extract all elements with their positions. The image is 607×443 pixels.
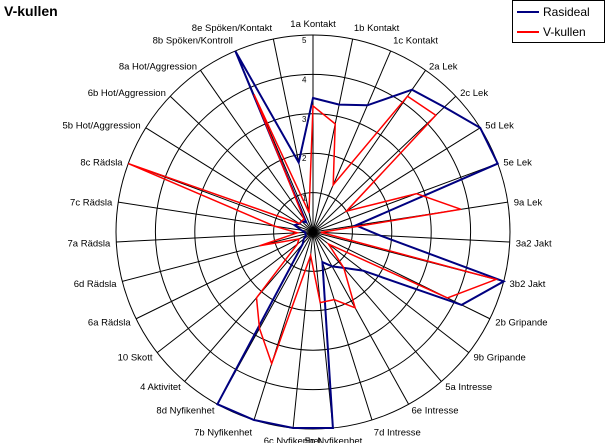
grid-spoke: [292, 231, 314, 429]
category-label: 7b Nyfikenhet: [194, 428, 252, 439]
series-line-2: [128, 94, 499, 366]
grid-spoke: [116, 231, 314, 243]
category-label: 10 Skott: [118, 352, 153, 363]
category-label: 5e Lek: [503, 158, 532, 169]
category-label: 5b Hot/Aggression: [63, 121, 141, 132]
category-label: 8e Spöken/Kontakt: [192, 23, 273, 34]
ring-labels: 1 2 3 4 5: [302, 36, 307, 203]
grid-spoke: [312, 127, 481, 233]
category-label: 7a Rädsla: [68, 238, 111, 249]
category-labels: 1a Kontakt 1b Kontakt 1c Kontakt 2a Lek 2c L…: [63, 19, 552, 443]
legend-swatch-1: [517, 11, 539, 13]
category-label: 6e Intresse: [412, 406, 459, 417]
category-label: 7c Rädsla: [70, 197, 113, 208]
category-label: 1a Kontakt: [290, 19, 336, 30]
grid-spoke: [312, 231, 442, 382]
ring-label: 1: [302, 194, 307, 203]
ring-label: 3: [302, 115, 307, 124]
category-label: 3b2 Jakt: [510, 279, 546, 290]
ring-label: 5: [302, 36, 307, 45]
grid-spoke: [312, 231, 410, 405]
category-label: 2b Gripande: [495, 317, 547, 328]
grid-spoke: [156, 231, 314, 353]
ring-label: 4: [302, 75, 307, 84]
grid-spoke: [312, 50, 392, 233]
category-label: 2c Lek: [460, 88, 488, 99]
grid-spoke: [122, 231, 314, 282]
category-label: 9b Gripande: [474, 352, 526, 363]
radar-grid: [115, 34, 511, 430]
category-label: 8d Nyfikenhet: [156, 406, 214, 417]
legend: Rasideal V-kullen: [512, 0, 605, 43]
category-label: 5a Intresse: [445, 382, 492, 393]
legend-label-2: V-kullen: [543, 25, 586, 39]
legend-item-1: Rasideal: [517, 4, 590, 20]
category-label: 8b Spöken/Kontroll: [153, 36, 233, 47]
grid-spoke: [312, 231, 470, 353]
grid-spoke: [312, 163, 498, 233]
grid-spoke: [118, 201, 314, 233]
legend-item-2: V-kullen: [517, 24, 586, 40]
grid-spoke: [312, 231, 510, 243]
series-layer: [128, 50, 507, 429]
category-label: 4 Aktivitet: [140, 382, 181, 393]
chart-title: V-kullen: [4, 3, 58, 19]
category-label: 6a Rädsla: [88, 317, 131, 328]
category-label: 1c Kontakt: [393, 36, 438, 47]
ring-label: 2: [302, 154, 307, 163]
grid-spoke: [169, 95, 314, 233]
grid-spoke: [312, 38, 354, 233]
grid-spoke: [272, 38, 314, 233]
grid-spoke: [135, 231, 314, 320]
legend-label-1: Rasideal: [543, 5, 590, 19]
category-label: 1b Kontakt: [354, 23, 400, 34]
category-label: 3a2 Jakt: [516, 238, 552, 249]
category-label: 2a Lek: [429, 61, 458, 72]
legend-swatch-2: [517, 31, 539, 33]
category-label: 5c Nyfikenhet: [305, 436, 363, 443]
category-label: 6b Hot/Aggression: [88, 88, 166, 99]
category-label: 6c Nyfikenhet: [264, 436, 322, 443]
category-label: 6d Rädsla: [74, 279, 117, 290]
grid-spoke: [145, 127, 314, 233]
category-label: 8a Hot/Aggression: [119, 61, 197, 72]
category-label: 9a Lek: [514, 197, 543, 208]
category-label: 7d Intresse: [374, 428, 421, 439]
category-label: 8c Rädsla: [80, 158, 123, 169]
grid-spoke: [200, 70, 314, 233]
category-label: 5d Lek: [485, 121, 514, 132]
grid-spoke: [184, 231, 314, 382]
grid-spoke: [312, 231, 334, 429]
grid-spoke: [253, 231, 314, 421]
